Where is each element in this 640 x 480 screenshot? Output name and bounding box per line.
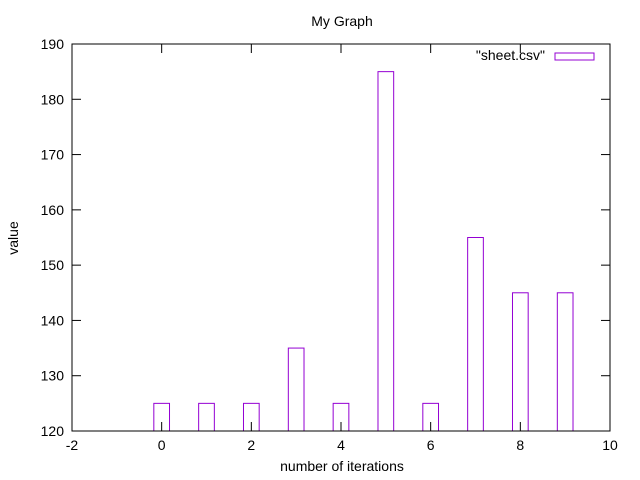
- y-tick-label: 180: [41, 91, 65, 107]
- x-tick-label: 6: [427, 437, 435, 453]
- y-tick-label: 140: [41, 312, 65, 328]
- chart-title: My Graph: [311, 13, 372, 29]
- bar: [287, 347, 305, 432]
- x-tick-label: 0: [158, 437, 166, 453]
- y-axis-label: value: [5, 221, 21, 255]
- y-tick-label: 190: [41, 36, 65, 52]
- plot-border: [71, 43, 611, 432]
- x-tick-label: 10: [602, 437, 618, 453]
- x-tick-label: -2: [66, 437, 79, 453]
- x-axis-label: number of iterations: [280, 458, 404, 474]
- legend-label: "sheet.csv": [476, 47, 545, 63]
- bar: [467, 237, 484, 432]
- y-tick-label: 170: [41, 147, 65, 163]
- y-tick-label: 160: [41, 202, 65, 218]
- y-tick-label: 130: [41, 368, 65, 384]
- y-axis: 120 130 140 150 160 170 180 190: [41, 36, 610, 439]
- x-tick-label: 2: [247, 437, 255, 453]
- y-tick-label: 150: [41, 257, 65, 273]
- bar-series: [153, 71, 574, 432]
- bar: [556, 292, 574, 432]
- legend: "sheet.csv": [476, 47, 595, 63]
- x-axis: -2 0 2 4 6 8 10: [66, 44, 618, 453]
- bar: [198, 402, 215, 432]
- bar: [377, 71, 395, 432]
- x-tick-label: 4: [337, 437, 345, 453]
- legend-swatch: [554, 52, 595, 61]
- x-tick-label: 8: [516, 437, 524, 453]
- y-tick-label: 120: [41, 423, 65, 439]
- bar: [511, 292, 529, 432]
